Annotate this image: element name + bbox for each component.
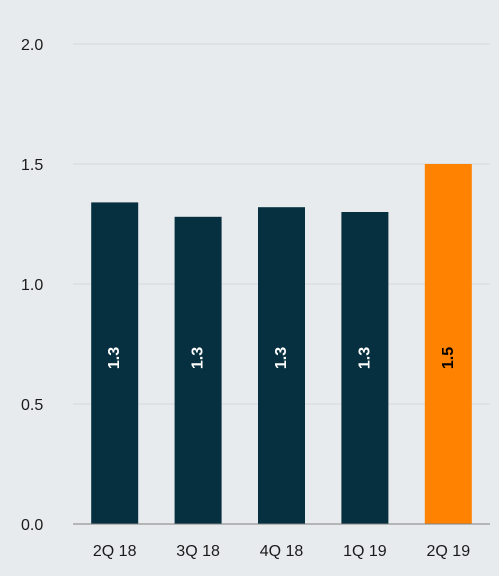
x-tick-label: 1Q 19 [343, 543, 387, 560]
x-tick-label: 3Q 18 [176, 543, 220, 560]
x-tick-label: 2Q 19 [427, 543, 471, 560]
y-tick-label: 2.0 [21, 37, 43, 54]
y-axis-tick-labels: 0.0 0.5 1.0 1.5 2.0 [21, 37, 43, 534]
y-tick-label: 0.5 [21, 397, 43, 414]
bar-data-label: 1.3 [106, 347, 123, 369]
y-tick-label: 0.0 [21, 517, 43, 534]
bar [424, 164, 472, 524]
bar-data-label: 1.3 [273, 347, 290, 369]
bar-data-label: 1.3 [190, 347, 207, 369]
bar [91, 202, 139, 524]
x-tick-label: 2Q 18 [93, 543, 137, 560]
bar-data-labels: 1.3 1.3 1.3 1.3 1.5 [106, 347, 457, 369]
bar [258, 207, 305, 524]
bar [174, 216, 222, 525]
bars [91, 164, 472, 525]
bar-data-label: 1.5 [440, 347, 457, 369]
y-tick-label: 1.0 [21, 277, 43, 294]
bar-data-label: 1.3 [356, 347, 373, 369]
y-tick-label: 1.5 [21, 157, 43, 174]
x-tick-label: 4Q 18 [260, 543, 304, 560]
bar [341, 212, 389, 524]
x-axis-tick-labels: 2Q 18 3Q 18 4Q 18 1Q 19 2Q 19 [93, 543, 470, 560]
